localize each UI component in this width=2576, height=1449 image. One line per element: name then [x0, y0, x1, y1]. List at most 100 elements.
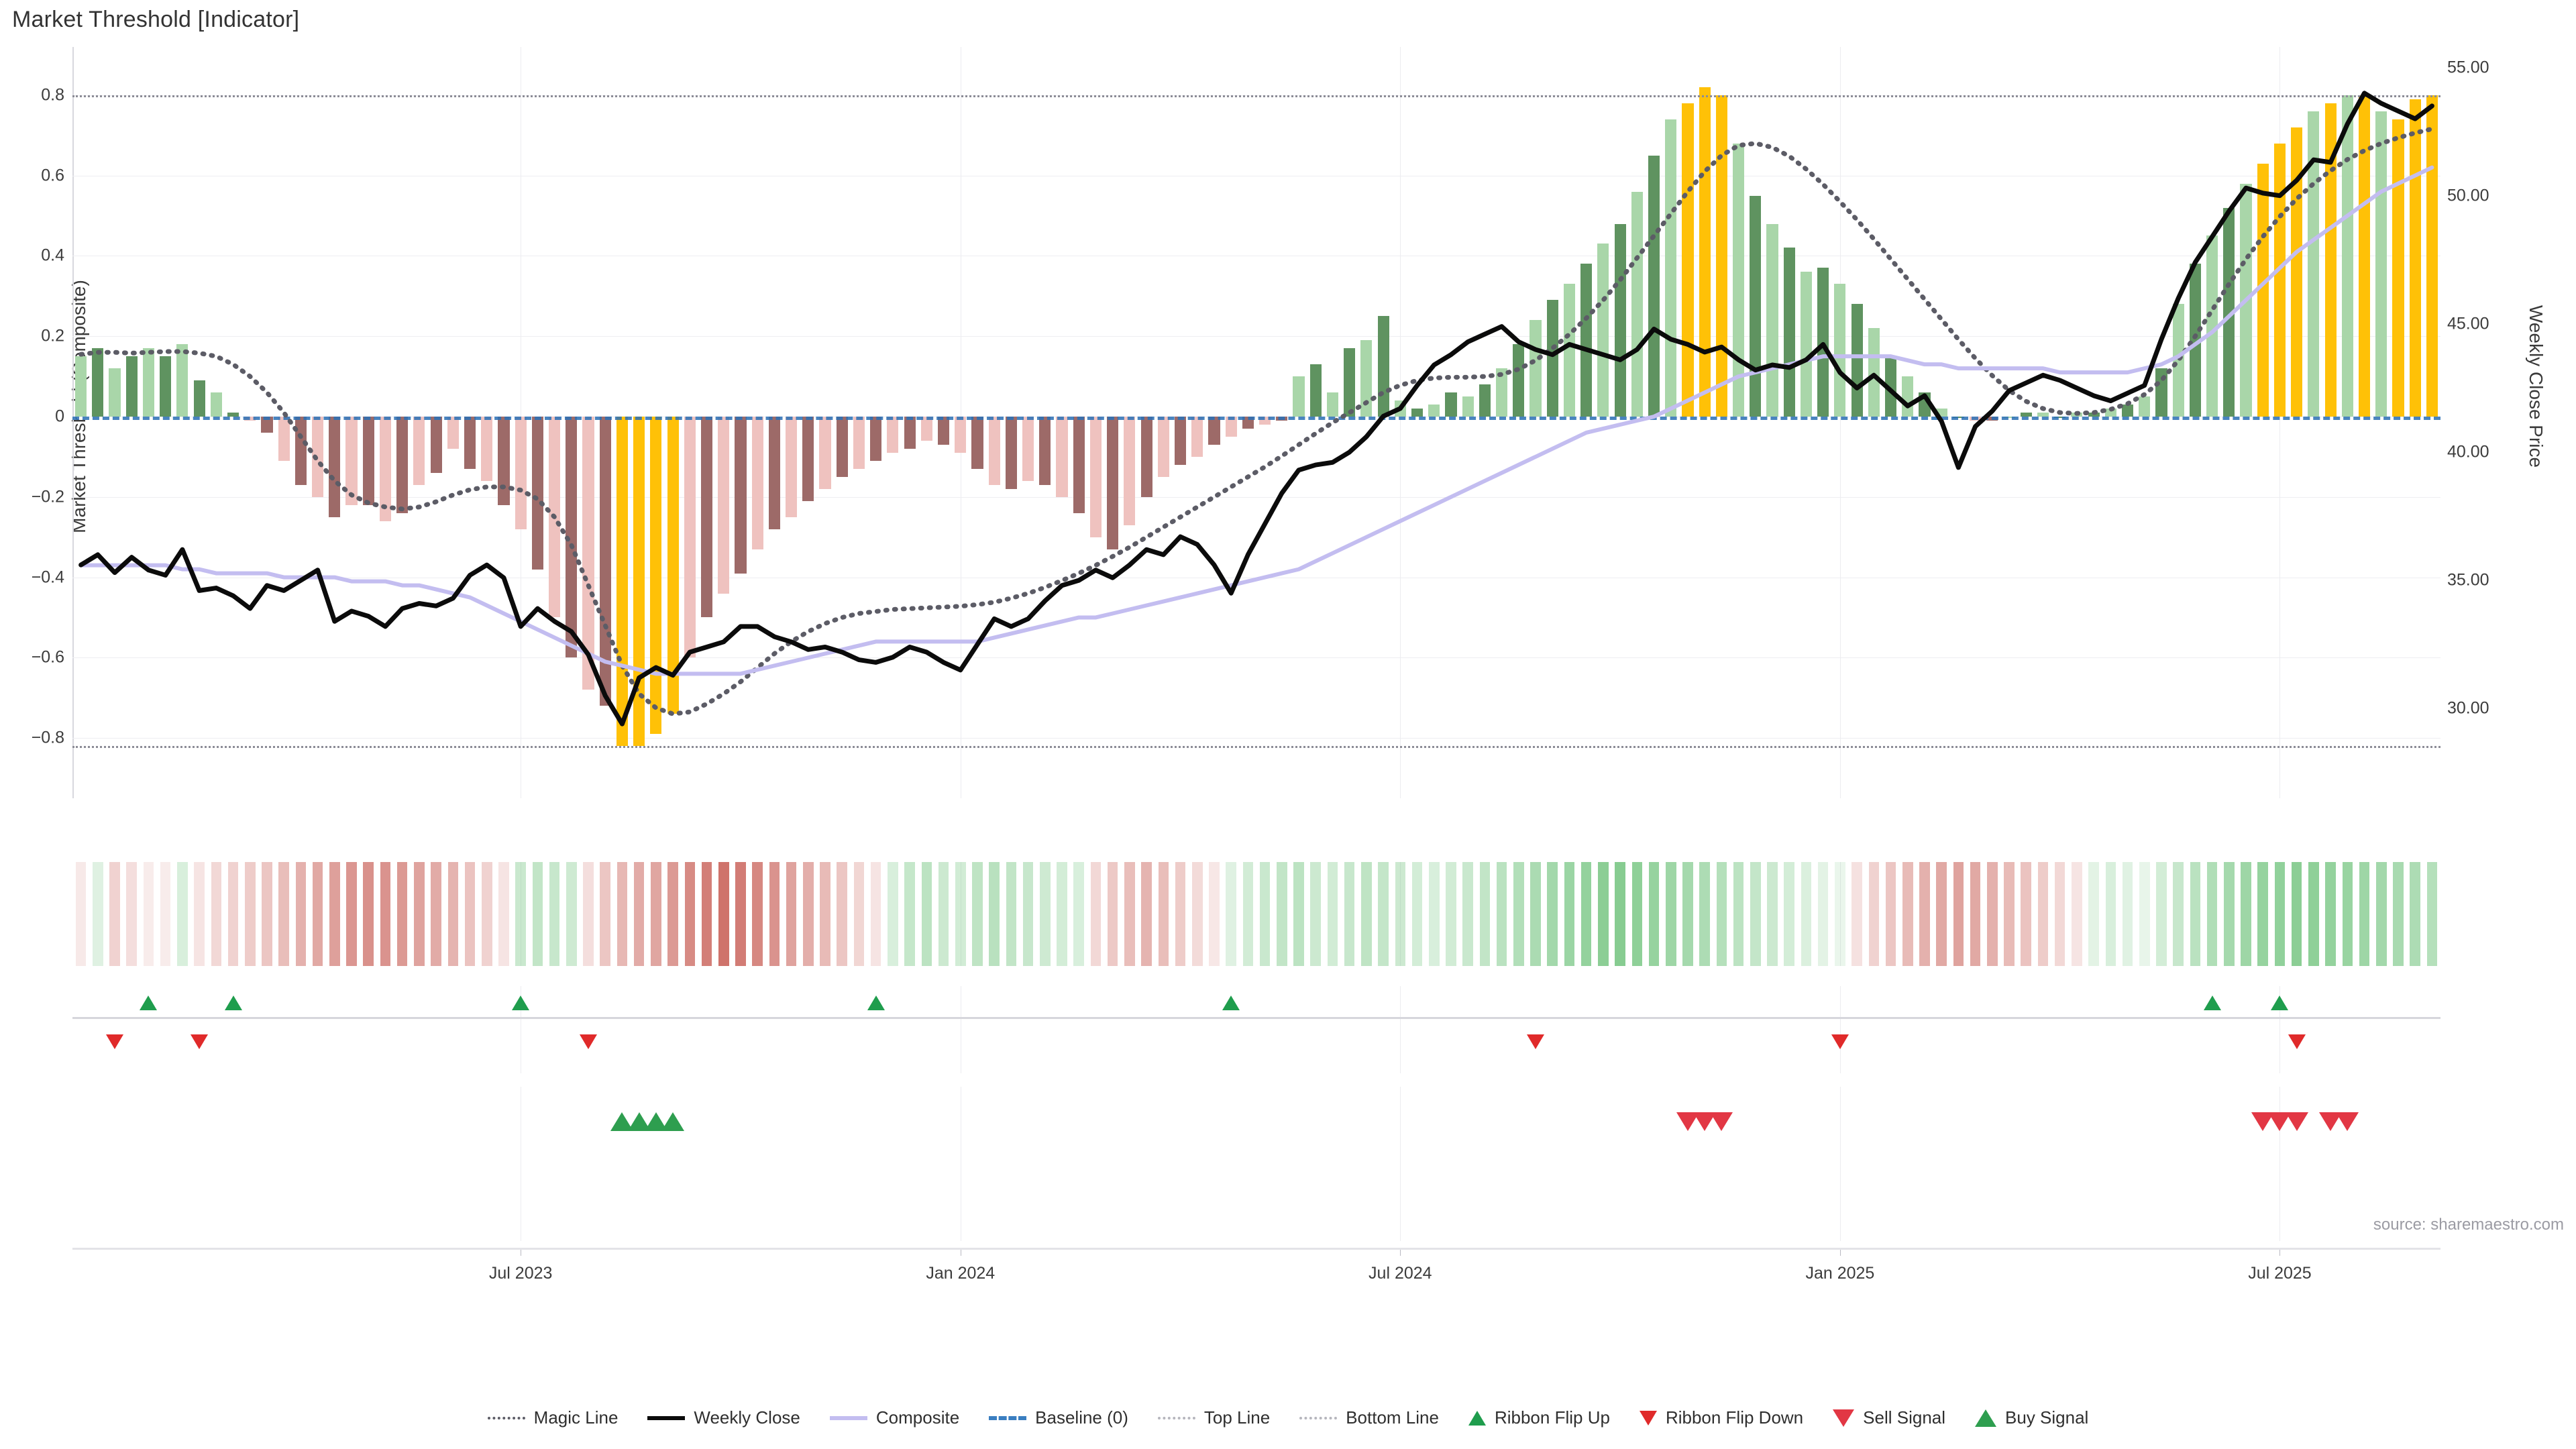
- ribbon-cell: [1513, 862, 1524, 966]
- source-note: source: sharemaestro.com: [2373, 1216, 2564, 1234]
- ribbon-cell: [1682, 862, 1693, 966]
- ribbon-cell: [1411, 862, 1423, 966]
- gridline-vertical: [1400, 986, 1401, 1073]
- ribbon-cell: [989, 862, 1000, 966]
- ribbon-cell: [414, 862, 425, 966]
- composite-bar: [1073, 417, 1085, 513]
- ribbon-cell: [2054, 862, 2065, 966]
- ribbon-cell: [1479, 862, 1491, 966]
- ribbon-cell: [1784, 862, 1795, 966]
- legend-top-line[interactable]: Top Line: [1157, 1407, 1270, 1428]
- ribbon-cell: [244, 862, 256, 966]
- ribbon-cell: [329, 862, 340, 966]
- composite-bar: [1513, 344, 1525, 417]
- legend-composite[interactable]: Composite: [829, 1407, 959, 1428]
- ribbon-cell: [2342, 862, 2353, 966]
- ribbon-cell: [566, 862, 577, 966]
- ribbon-cell: [2257, 862, 2269, 966]
- ribbon-cell: [549, 862, 560, 966]
- composite-bar: [786, 417, 798, 517]
- ribbon-cell: [1327, 862, 1338, 966]
- legend-baseline-label: Baseline (0): [1035, 1407, 1128, 1428]
- legend-buy-signal[interactable]: Buy Signal: [1975, 1407, 2088, 1428]
- ribbon-cell: [498, 862, 509, 966]
- legend-top-line-swatch: [1157, 1416, 1195, 1419]
- bottom-line-guide: [72, 746, 2440, 749]
- ribbon-cell: [1293, 862, 1304, 966]
- composite-bar: [2189, 264, 2201, 417]
- ribbon-cell: [2224, 862, 2235, 966]
- gridline-horizontal: [72, 657, 2440, 659]
- composite-bar: [2240, 183, 2252, 417]
- composite-bar: [1208, 417, 1220, 445]
- composite-bar: [1394, 400, 1406, 417]
- composite-bar: [362, 417, 374, 505]
- composite-bar: [1665, 119, 1677, 417]
- legend-magic-line[interactable]: Magic Line: [487, 1407, 618, 1428]
- ribbon-cell: [870, 862, 881, 966]
- gridline-vertical: [1400, 1087, 1401, 1241]
- ribbon-cell: [126, 862, 138, 966]
- ribbon-cell: [1428, 862, 1440, 966]
- composite-bar: [2155, 368, 2167, 417]
- ribbon-cell: [2037, 862, 2049, 966]
- composite-bar: [2273, 143, 2286, 417]
- baseline-zero-guide: [72, 417, 2440, 421]
- legend-ribbon-flip-up[interactable]: Ribbon Flip Up: [1468, 1407, 1610, 1428]
- ribbon-cell: [2072, 862, 2082, 966]
- ribbon-cell: [2274, 862, 2286, 966]
- composite-bar: [955, 417, 967, 453]
- ribbon-cell: [2325, 862, 2336, 966]
- ribbon-cell: [718, 862, 729, 966]
- ribbon-cell: [1547, 862, 1558, 966]
- ribbon-cell: [820, 862, 830, 966]
- ribbon-flip-up-marker: [224, 996, 242, 1010]
- x-tick-label: Jan 2024: [926, 1264, 996, 1283]
- composite-bar: [988, 417, 1000, 485]
- composite-bar: [1157, 417, 1169, 477]
- legend-baseline[interactable]: Baseline (0): [989, 1407, 1128, 1428]
- ribbon-cell: [684, 862, 696, 966]
- legend-ribbon-flip-up-label: Ribbon Flip Up: [1494, 1407, 1610, 1428]
- legend-ribbon-flip-down[interactable]: Ribbon Flip Down: [1639, 1407, 1803, 1428]
- triangle-down-icon: [1833, 1409, 1855, 1427]
- legend-sell-signal[interactable]: Sell Signal: [1833, 1407, 1945, 1428]
- composite-bar: [531, 417, 543, 570]
- ribbon-cell: [701, 862, 712, 966]
- legend-weekly-close[interactable]: Weekly Close: [647, 1407, 800, 1428]
- ribbon-cell: [93, 862, 103, 966]
- composite-bar: [125, 356, 138, 417]
- ribbon-cell: [853, 862, 865, 966]
- y-tick-label-left: 0.2: [41, 326, 64, 345]
- ribbon-cell: [2139, 862, 2150, 966]
- composite-bar: [1377, 316, 1389, 417]
- composite-bar: [1039, 417, 1051, 485]
- ribbon-cell: [735, 862, 746, 966]
- composite-bar: [937, 417, 950, 445]
- ribbon-cell: [177, 862, 188, 966]
- composite-bar: [1682, 103, 1694, 417]
- composite-bar: [667, 417, 679, 714]
- composite-bar: [650, 417, 662, 735]
- ribbon-cell: [972, 862, 983, 966]
- x-tick-label: Jan 2025: [1805, 1264, 1875, 1283]
- composite-bar: [1309, 364, 1322, 417]
- composite-bar: [566, 417, 578, 658]
- ribbon-cell: [2241, 862, 2251, 966]
- composite-bar: [430, 417, 442, 473]
- legend-baseline-swatch: [989, 1415, 1027, 1420]
- ribbon-flip-up-marker: [867, 996, 885, 1010]
- y-tick-label-right: 45.00: [2447, 314, 2489, 333]
- legend-bottom-line[interactable]: Bottom Line: [1299, 1407, 1439, 1428]
- y-tick-label-left: 0: [55, 407, 64, 426]
- gridline-vertical: [1400, 862, 1401, 966]
- composite-bar: [1546, 300, 1558, 417]
- composite-bar: [1800, 272, 1813, 417]
- ribbon-cell: [1073, 862, 1085, 966]
- line-overlay: [78, 91, 2434, 727]
- composite-bar: [1733, 143, 1745, 417]
- ribbon-cell: [2021, 862, 2032, 966]
- ribbon-cell: [431, 862, 441, 966]
- composite-bar: [1766, 223, 1778, 417]
